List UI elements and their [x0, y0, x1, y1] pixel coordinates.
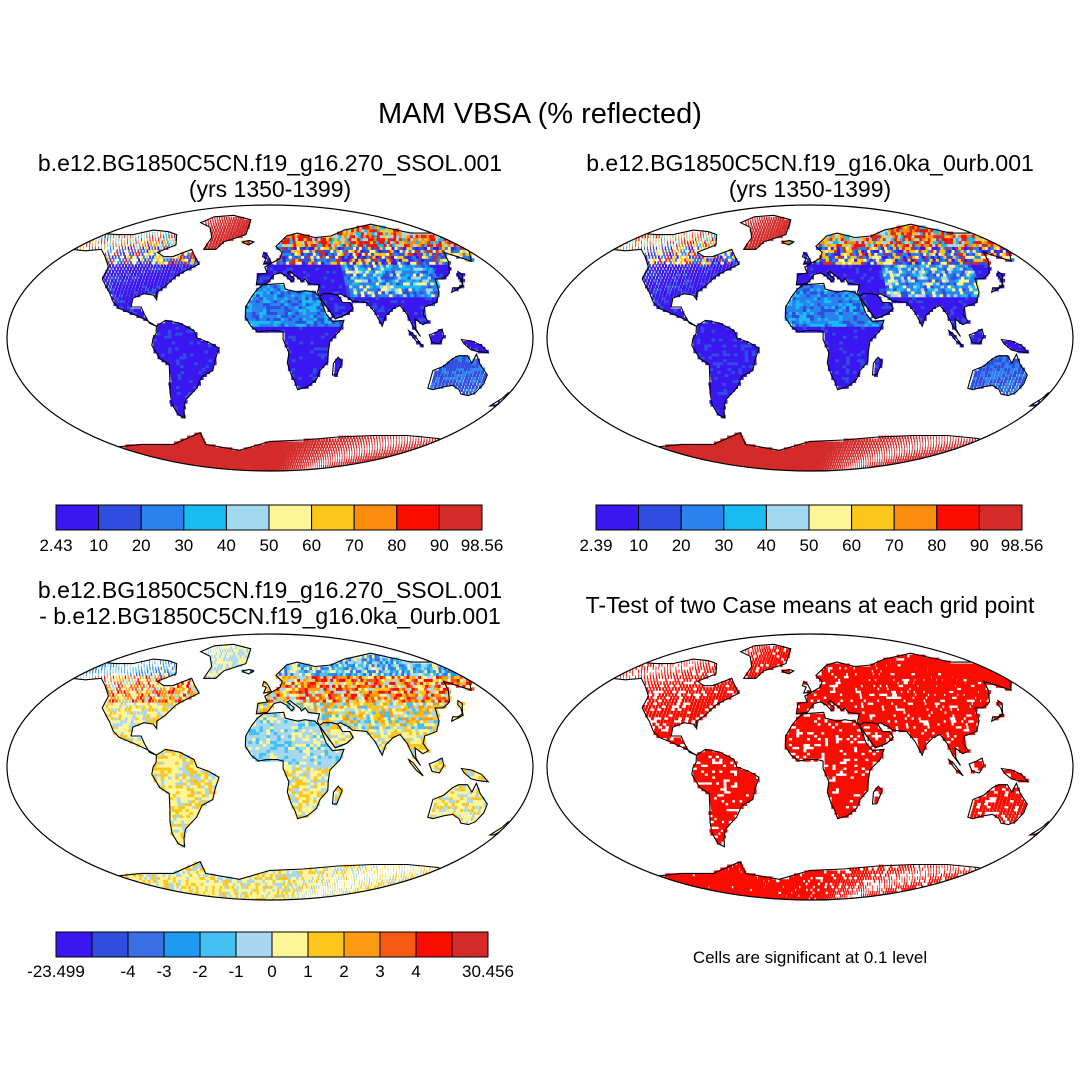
- colorbar-tick-label: 10: [89, 536, 109, 555]
- map-ocean: [547, 634, 1073, 900]
- map-border: [546, 204, 1074, 472]
- colorbar-tick-label: 3: [375, 962, 385, 981]
- colorbar-tick-label: 70: [884, 536, 904, 555]
- colorbar-tick-label: -4: [120, 962, 136, 981]
- colorbar-swatch: [595, 504, 640, 531]
- colorbar-tick-label: 60: [302, 536, 322, 555]
- colorbar-swatch: [379, 931, 417, 958]
- panel-case2-title-line1: b.e12.BG1850C5CN.f19_g16.0ka_0urb.001: [586, 150, 1034, 176]
- panel-ttest-title-line1: T-Test of two Case means at each grid po…: [585, 592, 1035, 618]
- map-case2: [546, 204, 1074, 472]
- panel-case1-title-line1: b.e12.BG1850C5CN.f19_g16.270_SSOL.001: [37, 150, 503, 176]
- colorbar-case2-labels: 2.39 10 20 30 40 50 60 70 80 90 98.56: [579, 536, 1043, 558]
- colorbar-tick-label: 70: [344, 536, 364, 555]
- colorbar-tick-label: 10: [629, 536, 649, 555]
- colorbar-tick-label: 50: [259, 536, 279, 555]
- panel-diff-title-line1: b.e12.BG1850C5CN.f19_g16.270_SSOL.001: [37, 577, 503, 603]
- panel-case1-title-line2: (yrs 1350-1399): [188, 176, 352, 202]
- panel-ttest-title: T-Test of two Case means at each grid po…: [540, 592, 1080, 618]
- colorbar-swatch: [723, 504, 767, 531]
- colorbar-swatch: [343, 931, 381, 958]
- colorbar-tick-label: 2.43: [39, 536, 73, 555]
- colorbar-swatch: [163, 931, 201, 958]
- colorbar-swatch: [311, 504, 355, 531]
- colorbar-swatch: [271, 931, 309, 958]
- colorbar-tick-label: 4: [411, 962, 421, 981]
- colorbar-swatch: [55, 931, 93, 958]
- colorbar-tick-label: -2: [192, 962, 208, 981]
- panel-diff-title: b.e12.BG1850C5CN.f19_g16.270_SSOL.001 - …: [0, 577, 540, 629]
- colorbar-swatch: [235, 931, 273, 958]
- colorbar-swatch: [307, 931, 345, 958]
- colorbar-swatch: [98, 504, 142, 531]
- figure-title: MAM VBSA (% reflected): [378, 98, 702, 130]
- colorbar-tick-label: 80: [927, 536, 947, 555]
- colorbar-swatch: [140, 504, 185, 531]
- panel-case2-title-line2: (yrs 1350-1399): [728, 176, 892, 202]
- colorbar-swatch: [808, 504, 853, 531]
- map-difference: [6, 633, 534, 901]
- colorbar-tick-label: 30.456: [462, 962, 514, 981]
- panel-diff-title-line2: - b.e12.BG1850C5CN.f19_g16.0ka_0urb.001: [39, 603, 501, 629]
- colorbar-swatch: [199, 931, 237, 958]
- colorbar-tick-label: -3: [156, 962, 172, 981]
- colorbar-tick-label: 98.56: [1000, 536, 1044, 555]
- map-ttest: [546, 633, 1074, 901]
- colorbar-tick-label: 30: [174, 536, 194, 555]
- colorbar-tick-label: 98.56: [460, 536, 504, 555]
- colorbar-tick-label: 0: [267, 962, 277, 981]
- colorbar-swatch: [765, 504, 810, 531]
- colorbar-tick-label: 80: [387, 536, 407, 555]
- colorbar-swatch: [91, 931, 129, 958]
- colorbar-difference-labels: -23.499 -4 -3 -2 -1 0 1 2 3 4 30.456: [27, 962, 514, 984]
- colorbar-swatch: [268, 504, 313, 531]
- map-coastlines: [610, 214, 1054, 471]
- colorbar-tick-label: 90: [969, 536, 989, 555]
- colorbar-swatch: [55, 504, 100, 531]
- colorbar-swatch: [638, 504, 682, 531]
- colorbar-tick-label: -23.499: [27, 962, 85, 981]
- panel-case2-title: b.e12.BG1850C5CN.f19_g16.0ka_0urb.001 (y…: [540, 150, 1080, 202]
- colorbar-tick-label: 40: [756, 536, 776, 555]
- map-border: [6, 204, 534, 472]
- colorbar-tick-label: 20: [131, 536, 151, 555]
- colorbar-tick-label: 2.39: [579, 536, 613, 555]
- panel-case1-title: b.e12.BG1850C5CN.f19_g16.270_SSOL.001 (y…: [0, 150, 540, 202]
- colorbar-swatch: [936, 504, 980, 531]
- colorbar-case1: [55, 504, 483, 531]
- colorbar-swatch: [893, 504, 938, 531]
- colorbar-difference: [55, 931, 489, 958]
- colorbar-swatch: [978, 504, 1023, 531]
- colorbar-tick-label: 50: [799, 536, 819, 555]
- colorbar-case1-labels: 2.43 10 20 30 40 50 60 70 80 90 98.56: [39, 536, 503, 558]
- colorbar-tick-label: 30: [714, 536, 734, 555]
- map-border: [6, 633, 534, 901]
- colorbar-swatch: [225, 504, 270, 531]
- colorbar-swatch: [396, 504, 440, 531]
- colorbar-tick-label: 60: [842, 536, 862, 555]
- colorbar-tick-label: 2: [339, 962, 349, 981]
- map-border: [546, 633, 1074, 901]
- colorbar-swatch: [127, 931, 165, 958]
- colorbar-case2: [595, 504, 1023, 531]
- colorbar-swatch: [451, 931, 489, 958]
- colorbar-tick-label: 90: [429, 536, 449, 555]
- colorbar-tick-label: 40: [216, 536, 236, 555]
- colorbar-tick-label: -1: [228, 962, 244, 981]
- colorbar-swatch: [438, 504, 483, 531]
- significance-note: Cells are significant at 0.1 level: [692, 948, 928, 967]
- colorbar-tick-label: 1: [303, 962, 313, 981]
- colorbar-swatch: [353, 504, 398, 531]
- colorbar-swatch: [680, 504, 725, 531]
- colorbar-tick-label: 20: [671, 536, 691, 555]
- colorbar-swatch: [183, 504, 227, 531]
- colorbar-swatch: [415, 931, 453, 958]
- colorbar-swatch: [851, 504, 895, 531]
- map-case1: [6, 204, 534, 472]
